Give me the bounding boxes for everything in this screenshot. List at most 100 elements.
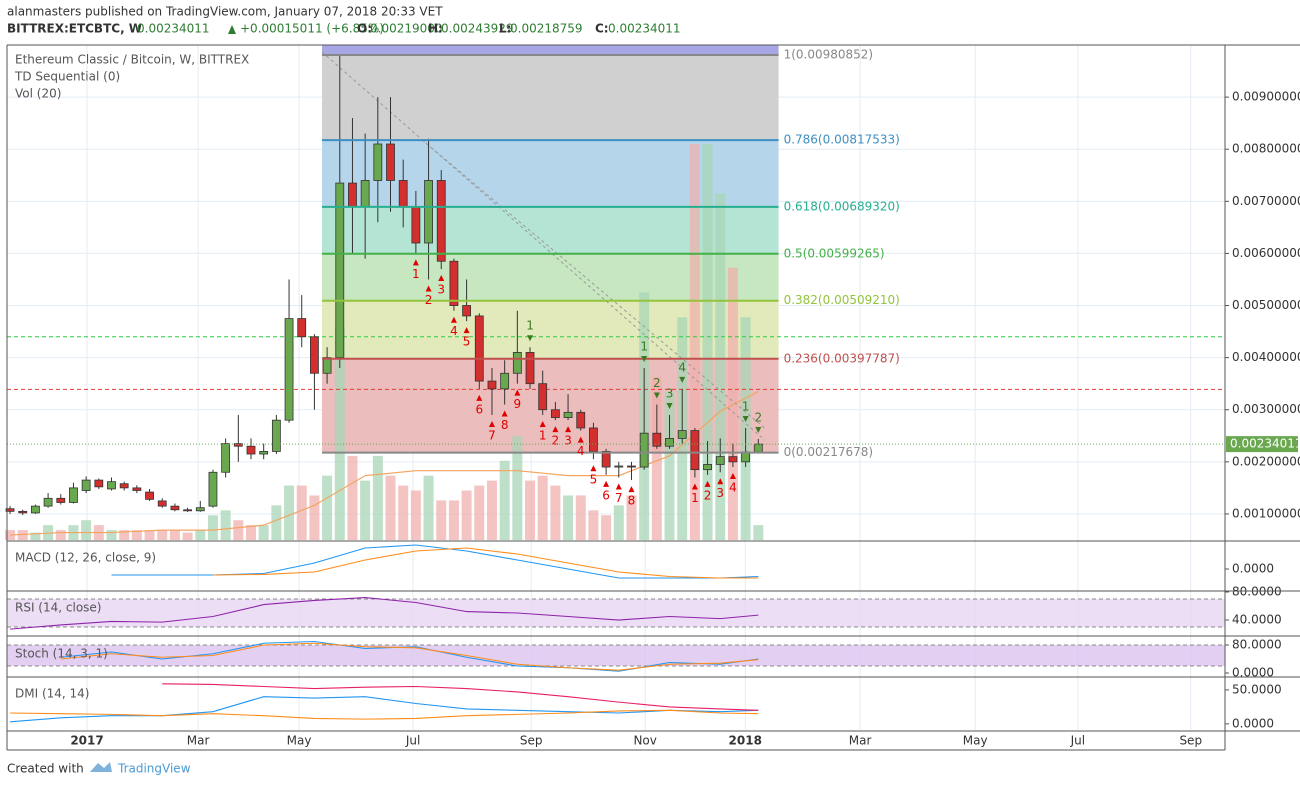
ohlc-label: O:: [357, 22, 372, 36]
volume-bar: [423, 475, 434, 540]
volume-bar: [347, 455, 358, 540]
y-tick-label: 40.0000: [1232, 613, 1282, 627]
candle-body: [69, 487, 78, 503]
publisher: alanmasters published on TradingView.com…: [7, 5, 443, 19]
volume-bar: [119, 530, 130, 540]
td-label: 5: [463, 335, 471, 349]
volume-bar: [55, 530, 66, 540]
candle-body: [208, 471, 218, 507]
td-arrow: [527, 335, 534, 342]
candle-body: [589, 427, 598, 452]
td-label: 2: [425, 293, 433, 307]
volume-bar: [258, 525, 269, 540]
td-label: 2: [552, 434, 560, 448]
x-tick-label: May: [963, 734, 988, 748]
footer-brand[interactable]: TradingView: [117, 762, 191, 776]
fib-label: 0.618(0.00689320): [784, 199, 900, 213]
volume-bar: [486, 480, 497, 540]
candle-body: [639, 432, 649, 468]
td-label: 2: [653, 376, 661, 390]
td-label: 1: [526, 319, 534, 333]
candle-body: [119, 483, 129, 489]
fib-zone: [322, 140, 779, 207]
volume-bar: [157, 530, 168, 540]
ohlc-label: C:: [595, 22, 609, 36]
candle-body: [614, 465, 624, 468]
volume-bar: [525, 480, 536, 540]
candle-body: [233, 443, 243, 447]
fib-top-zone: [322, 45, 779, 55]
indicator-line: [10, 709, 759, 720]
footer-created: Created with: [7, 762, 84, 776]
volume-bar: [727, 267, 738, 540]
candle-body: [18, 510, 28, 514]
volume-bar: [410, 490, 421, 540]
td-arrow: [679, 376, 686, 383]
volume-bar: [436, 500, 447, 540]
td-label: 4: [450, 324, 458, 338]
td-arrow: [476, 394, 483, 401]
volume-bar: [246, 525, 257, 540]
td-arrow: [577, 436, 584, 443]
td-label: 9: [514, 397, 522, 411]
candle-body: [271, 419, 281, 452]
y-tick-label: 0.00700000: [1232, 194, 1300, 208]
indicator-line: [9, 696, 759, 723]
candle-body: [703, 464, 712, 471]
candle-body: [677, 430, 687, 439]
volume-bar: [144, 530, 155, 540]
y-tick-label: 0.00800000: [1232, 142, 1300, 156]
td-label: 1: [539, 428, 547, 442]
volume-bar: [588, 510, 599, 540]
td-label: 7: [615, 491, 623, 505]
candle-body: [652, 432, 662, 447]
ohlc-value: 0.00234011: [608, 22, 681, 36]
candle-body: [107, 481, 116, 490]
legend-title: Ethereum Classic / Bitcoin, W, BITTREX: [15, 53, 249, 67]
volume-bar: [575, 495, 586, 540]
td-arrow: [463, 327, 470, 334]
candle-body: [550, 409, 560, 418]
y-tick-label: 0.0000: [1232, 716, 1274, 730]
candle-body: [487, 380, 497, 390]
volume-bar: [512, 436, 523, 540]
symbol: BITTREX:ETCBTC, W: [7, 22, 142, 36]
td-arrow: [438, 275, 445, 282]
candle-body: [525, 352, 535, 385]
candle-body: [690, 430, 700, 471]
volume-bar: [296, 485, 307, 540]
candle-body: [246, 445, 256, 455]
td-label: 3: [666, 386, 674, 400]
last-price-label: 0.00234011: [1230, 437, 1300, 451]
td-label: 6: [475, 402, 483, 416]
y-tick-label: 80.0000: [1232, 637, 1282, 651]
volume-bar: [461, 490, 472, 540]
volume-bar: [563, 495, 574, 540]
x-tick-label: May: [287, 734, 312, 748]
td-arrow: [666, 402, 673, 409]
td-label: 1: [640, 340, 648, 354]
candle-body: [259, 451, 269, 455]
fib-zone: [322, 206, 779, 254]
candle-body: [576, 411, 586, 429]
ohlc-value: 0.00218759: [510, 22, 583, 36]
candle-body: [335, 182, 345, 359]
candle-body: [373, 143, 383, 181]
candle-body: [221, 443, 231, 473]
volume-bar: [106, 530, 117, 540]
volume-bar: [334, 327, 345, 540]
td-label: 3: [564, 434, 572, 448]
fib-zone: [322, 54, 779, 141]
volume-bar: [309, 495, 320, 540]
td-label: 1: [691, 491, 699, 505]
td-arrow: [603, 480, 610, 487]
td-label: 1: [412, 267, 420, 281]
td-arrow: [755, 426, 762, 433]
td-arrow: [501, 410, 508, 417]
candle-body: [284, 318, 294, 421]
x-tick-label: Sep: [520, 734, 543, 748]
candle-body: [31, 505, 40, 514]
td-arrow: [641, 356, 648, 363]
y-tick-label: 0.0000: [1232, 562, 1274, 576]
candle-body: [322, 357, 332, 374]
